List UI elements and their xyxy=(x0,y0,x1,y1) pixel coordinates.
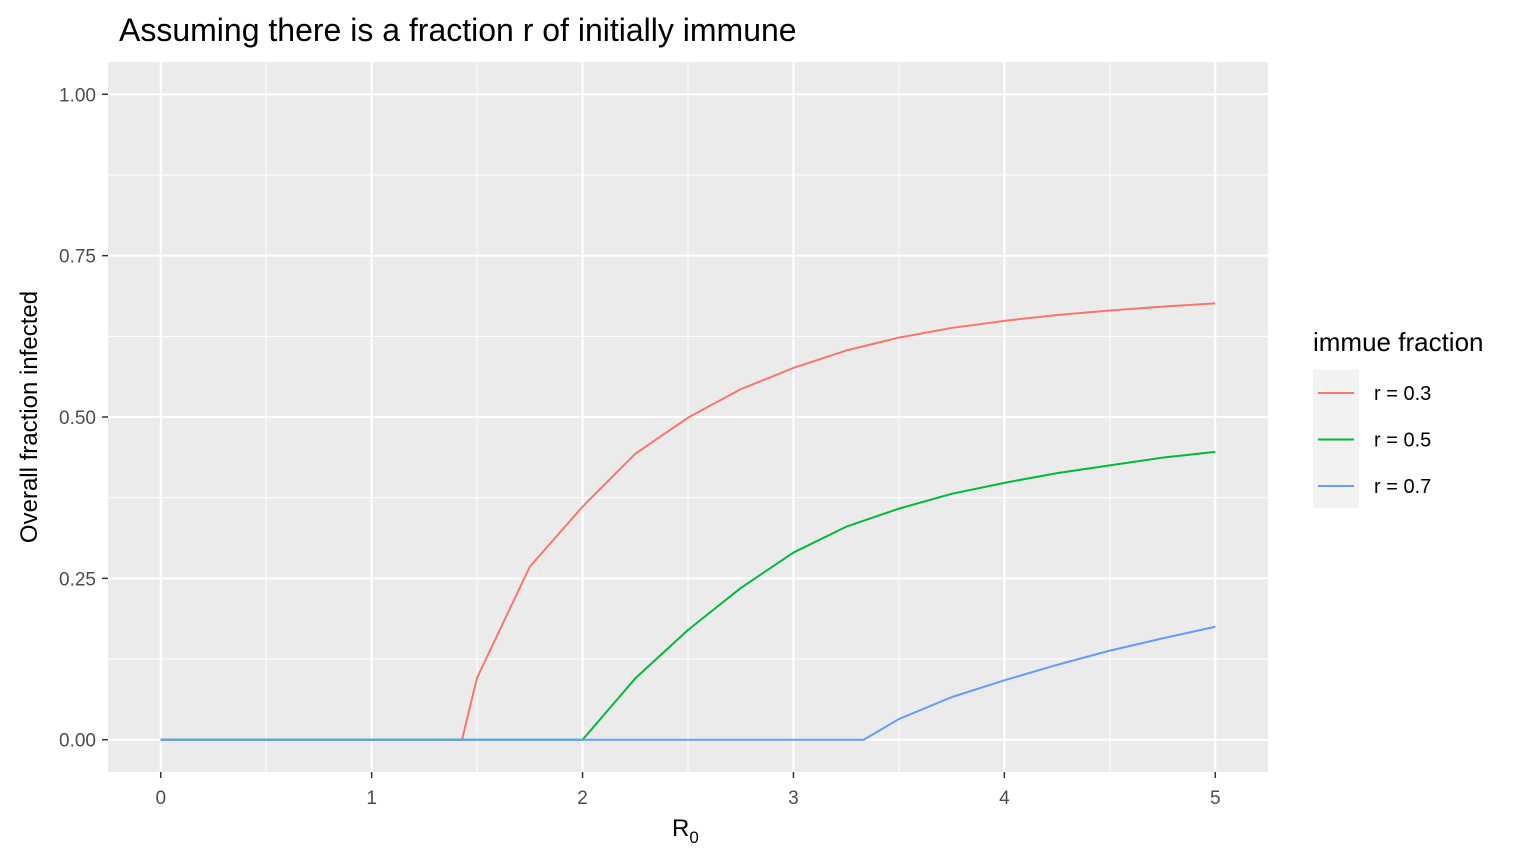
x-axis-ticks: 0 1 2 3 4 5 xyxy=(155,772,1221,809)
series-line-2 xyxy=(160,450,1216,741)
series-lines xyxy=(160,302,1216,741)
y-tick-label: 0.75 xyxy=(59,247,96,268)
x-axis-title-subscript: 0 xyxy=(689,828,698,847)
y-tick-label: 1.00 xyxy=(59,85,96,106)
x-axis-title: R0 xyxy=(672,815,699,847)
legend-label-3: r = 0.7 xyxy=(1374,476,1431,498)
x-axis-title-main: R xyxy=(672,815,689,842)
legend-items: r = 0.3 r = 0.5 r = 0.7 xyxy=(1318,383,1431,498)
series-line-3 xyxy=(160,625,1216,741)
series-line-1 xyxy=(160,302,1216,741)
legend-label-2: r = 0.5 xyxy=(1374,430,1431,452)
x-tick-label: 3 xyxy=(788,788,799,809)
x-tick-label: 4 xyxy=(999,788,1010,809)
x-tick-label: 5 xyxy=(1210,788,1221,809)
legend: immue fraction r = 0.3 r = 0.5 r = 0.7 xyxy=(1313,327,1484,508)
chart-title: Assuming there is a fraction r of initia… xyxy=(119,12,797,48)
y-tick-label: 0.50 xyxy=(59,408,96,429)
legend-title: immue fraction xyxy=(1313,327,1484,357)
x-tick-label: 1 xyxy=(366,788,377,809)
legend-label-1: r = 0.3 xyxy=(1374,383,1431,405)
y-axis-title: Overall fraction infected xyxy=(16,291,43,543)
y-axis-ticks: 0.00 0.25 0.50 0.75 1.00 xyxy=(59,85,108,752)
y-tick-label: 0.00 xyxy=(59,731,96,752)
x-tick-label: 0 xyxy=(155,788,166,809)
x-tick-label: 2 xyxy=(577,788,588,809)
y-tick-label: 0.25 xyxy=(59,569,96,590)
